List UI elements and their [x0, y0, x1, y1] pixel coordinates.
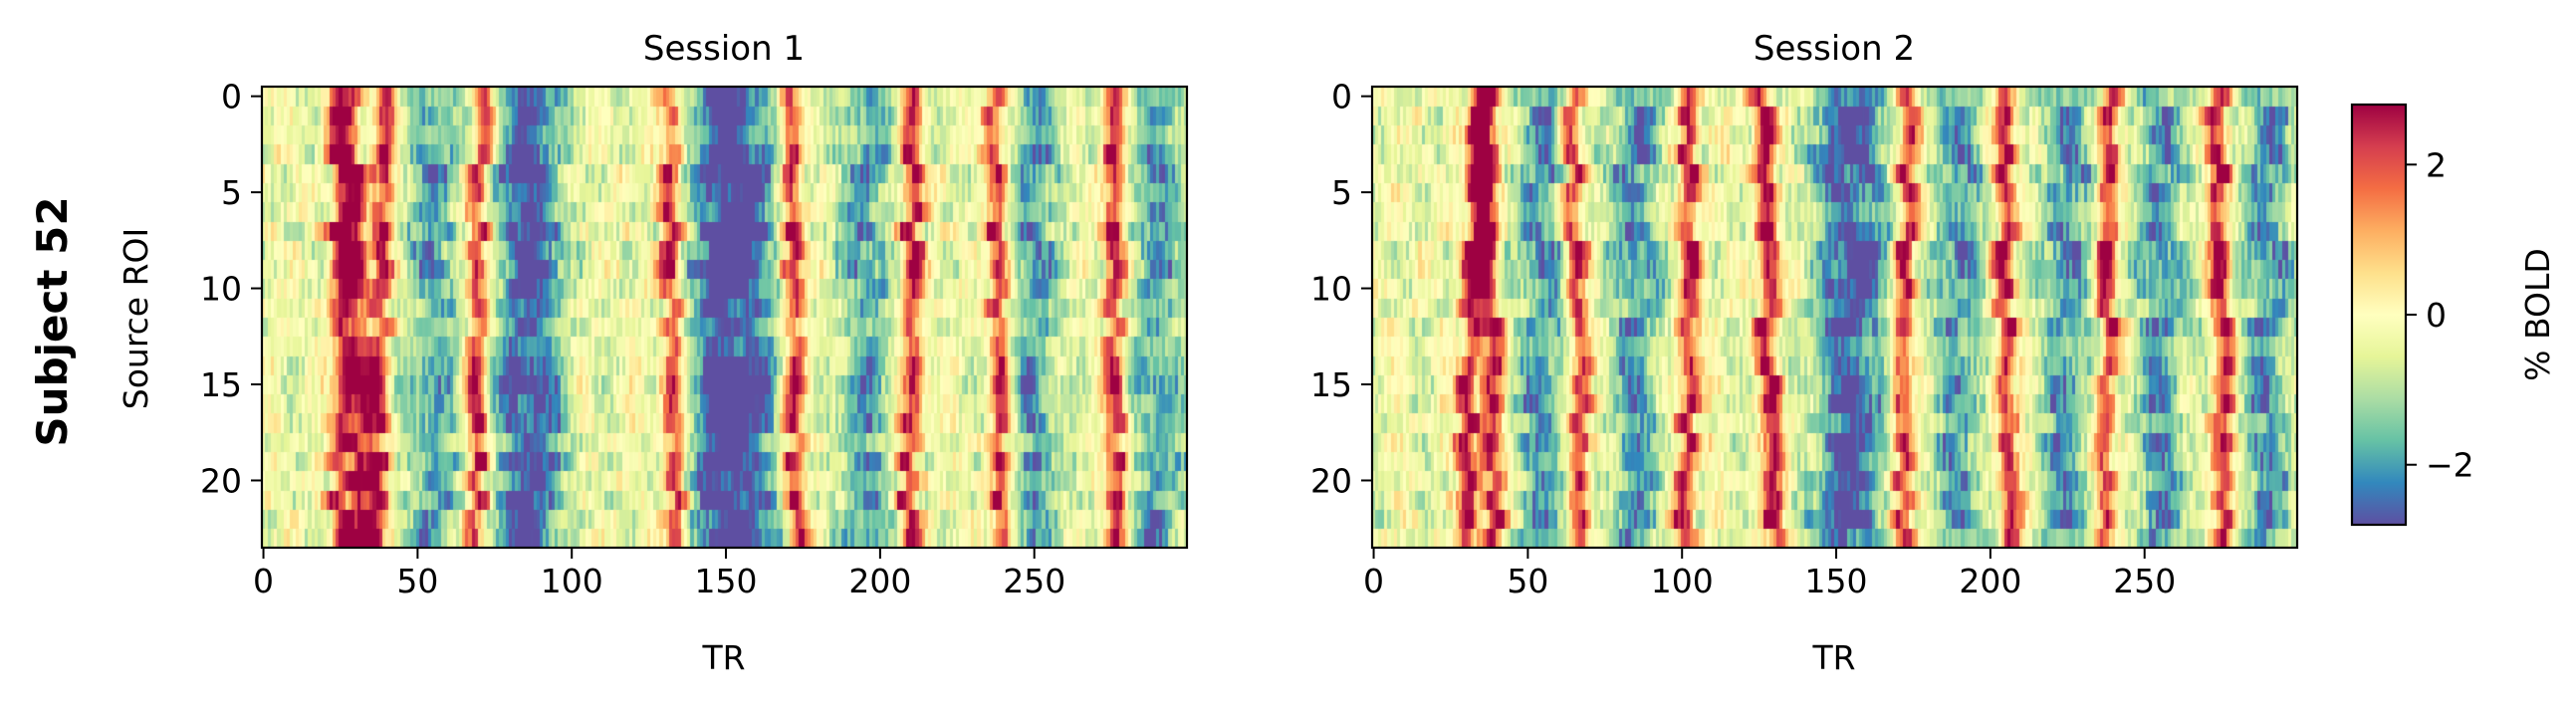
plot-frame: [260, 85, 1189, 550]
colorbar-label: % BOLD: [2518, 248, 2557, 381]
x-tick-label: 250: [2113, 562, 2176, 600]
heatmap-panel-session-2: Session 2 TR 0 50 100 150 200 250 0 5 10 15 20: [1310, 29, 2299, 677]
y-tick-label: 10: [200, 270, 242, 309]
colorbar-tick-label: −2: [2426, 446, 2474, 485]
plot-frame: [1370, 85, 2299, 550]
axis-ticks: 0 50 100 150 200 250 0 5 10 15 20: [200, 78, 1065, 600]
x-tick-label: 150: [695, 562, 758, 600]
y-tick-label: 10: [1310, 270, 1352, 309]
heatmap-cells: [262, 87, 1187, 548]
x-tick-label: 50: [1507, 562, 1548, 600]
x-tick-label: 200: [848, 562, 911, 600]
y-tick-label: 15: [200, 365, 242, 404]
x-tick-label: 150: [1805, 562, 1868, 600]
heatmap-canvas-wrapper: [262, 87, 1187, 548]
x-tick-label: 0: [253, 562, 274, 600]
x-tick-label: 50: [396, 562, 438, 600]
colorbar-tick-label: 2: [2426, 145, 2447, 184]
x-tick-label: 100: [1651, 562, 1714, 600]
heatmap-panel-session-1: Session 1 Source ROI TR 0 50 100 150 200 2500…: [117, 29, 1189, 677]
axis-ticks: 0 50 100 150 200 250 0 5 10 15 20: [1310, 78, 2176, 600]
heatmap-canvas-wrapper: [1372, 87, 2297, 548]
colorbar: −2 0 2 % BOLD: [2350, 103, 2557, 527]
panel-title: Session 1: [643, 29, 805, 69]
row-label: Subject 52: [28, 196, 77, 446]
y-axis-label: Source ROI: [117, 228, 155, 409]
x-tick-label: 100: [541, 562, 603, 600]
y-tick-label: 20: [200, 461, 242, 500]
x-tick-label: 250: [1003, 562, 1065, 600]
y-tick-label: 20: [1310, 461, 1352, 500]
heatmap-cells: [1372, 87, 2297, 548]
y-tick-label: 15: [1310, 365, 1352, 404]
y-tick-label: 0: [1331, 78, 1352, 117]
x-axis-label: TR: [701, 638, 745, 677]
colorbar-tick-label: 0: [2426, 296, 2447, 335]
y-tick-label: 5: [1331, 173, 1352, 212]
colorbar-ticks: −2 0 2: [2406, 145, 2474, 485]
colorbar-gradient: [2352, 105, 2406, 525]
x-axis-label: TR: [1811, 638, 1855, 677]
x-tick-label: 0: [1363, 562, 1384, 600]
y-tick-label: 5: [221, 173, 242, 212]
panel-title: Session 2: [1754, 29, 1915, 69]
y-tick-label: 0: [221, 78, 242, 117]
x-tick-label: 200: [1959, 562, 2021, 600]
